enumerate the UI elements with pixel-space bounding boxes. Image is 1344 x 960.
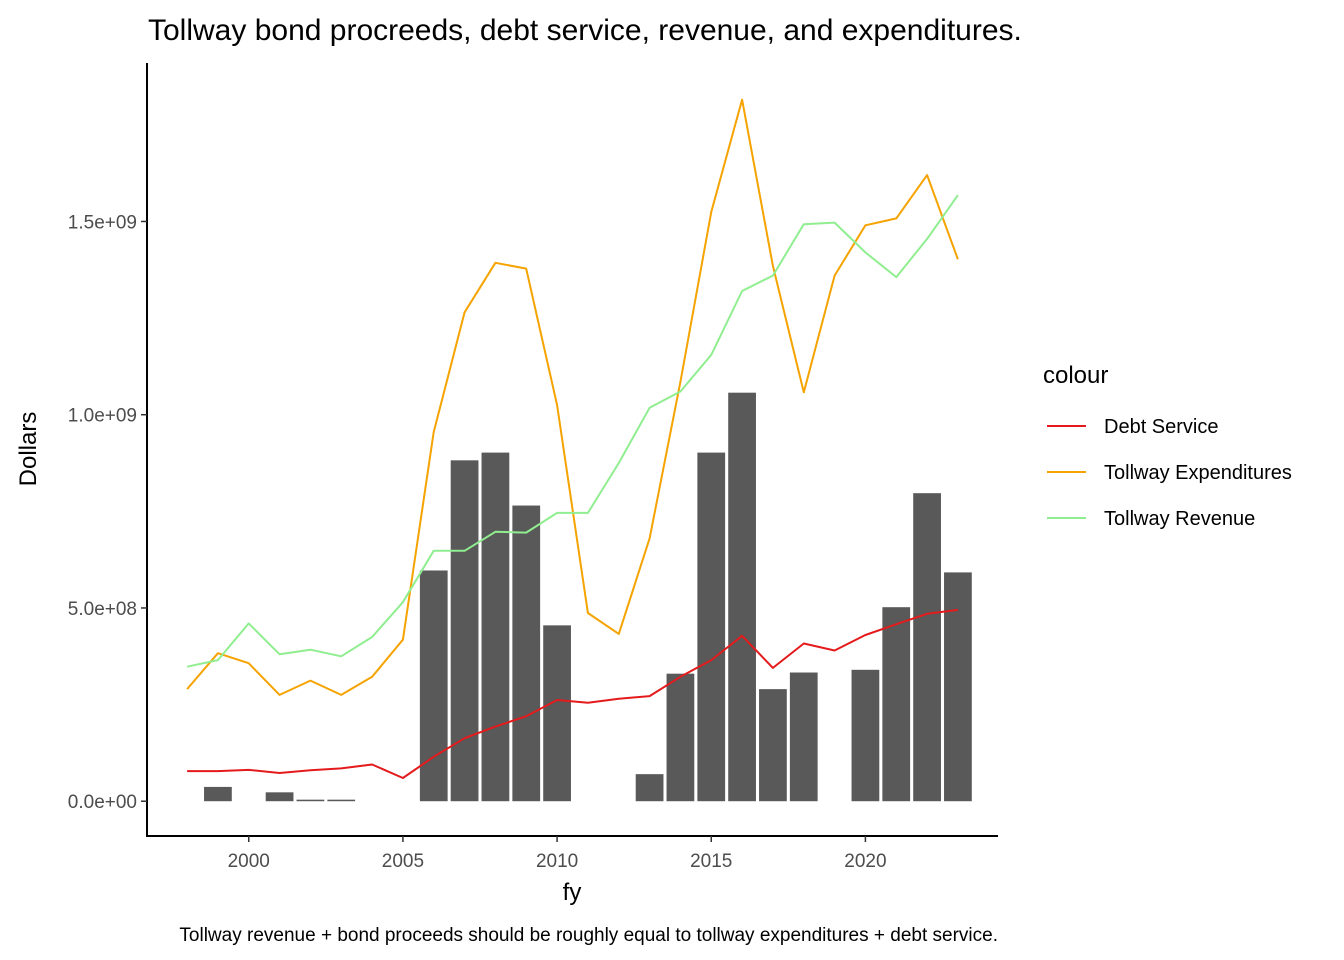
bar bbox=[759, 689, 787, 802]
legend-label: Debt Service bbox=[1104, 416, 1219, 438]
x-tick-label: 2010 bbox=[536, 851, 578, 872]
bar-series bbox=[204, 392, 972, 802]
bar bbox=[728, 392, 756, 802]
y-tick-label: 0.0e+00 bbox=[68, 792, 137, 813]
bar bbox=[635, 774, 664, 802]
x-tick-label: 2015 bbox=[690, 851, 732, 872]
chart-title: Tollway bond procreeds, debt service, re… bbox=[148, 14, 1022, 47]
line-series bbox=[186, 98, 959, 779]
bar bbox=[913, 493, 941, 802]
tollway-expenditures-line bbox=[186, 98, 959, 696]
bar bbox=[543, 625, 571, 802]
x-axis-label: fy bbox=[563, 879, 582, 906]
bar bbox=[666, 673, 695, 802]
bar bbox=[265, 792, 294, 802]
x-tick-label: 2000 bbox=[228, 851, 270, 872]
y-tick-label: 1.0e+09 bbox=[68, 406, 137, 427]
bar bbox=[450, 460, 479, 802]
bar bbox=[882, 607, 911, 802]
x-axis-ticks: 2000 2005 2010 2015 2020 bbox=[228, 836, 887, 872]
legend-label: Tollway Revenue bbox=[1104, 508, 1255, 530]
bar bbox=[204, 786, 232, 802]
chart-caption: Tollway revenue + bond proceeds should b… bbox=[179, 925, 998, 946]
bar bbox=[789, 672, 818, 802]
bar bbox=[296, 799, 325, 802]
bar bbox=[481, 452, 510, 802]
legend: colour Debt Service Tollway Expenditures T… bbox=[1043, 362, 1292, 530]
bar bbox=[697, 452, 726, 802]
debt-service-line bbox=[187, 608, 959, 779]
legend-label: Tollway Expenditures bbox=[1104, 462, 1292, 484]
bar bbox=[419, 570, 448, 802]
legend-items: Debt Service Tollway Expenditures Tollway … bbox=[1047, 416, 1292, 530]
tollway-revenue-line bbox=[186, 194, 959, 668]
x-tick-label: 2005 bbox=[382, 851, 424, 872]
x-tick-label: 2020 bbox=[844, 851, 886, 872]
bar bbox=[851, 669, 880, 802]
bar bbox=[944, 572, 972, 802]
y-tick-label: 5.0e+08 bbox=[68, 599, 137, 620]
y-axis-ticks: 0.0e+00 5.0e+08 1.0e+09 1.5e+09 bbox=[68, 212, 147, 813]
y-tick-label: 1.5e+09 bbox=[68, 212, 137, 233]
bar bbox=[512, 505, 541, 802]
y-axis-label: Dollars bbox=[15, 412, 42, 487]
legend-title: colour bbox=[1043, 362, 1108, 389]
bar bbox=[327, 799, 356, 802]
plot-area: 0.0e+00 5.0e+08 1.0e+09 1.5e+09 2000 2005 201… bbox=[68, 63, 998, 872]
